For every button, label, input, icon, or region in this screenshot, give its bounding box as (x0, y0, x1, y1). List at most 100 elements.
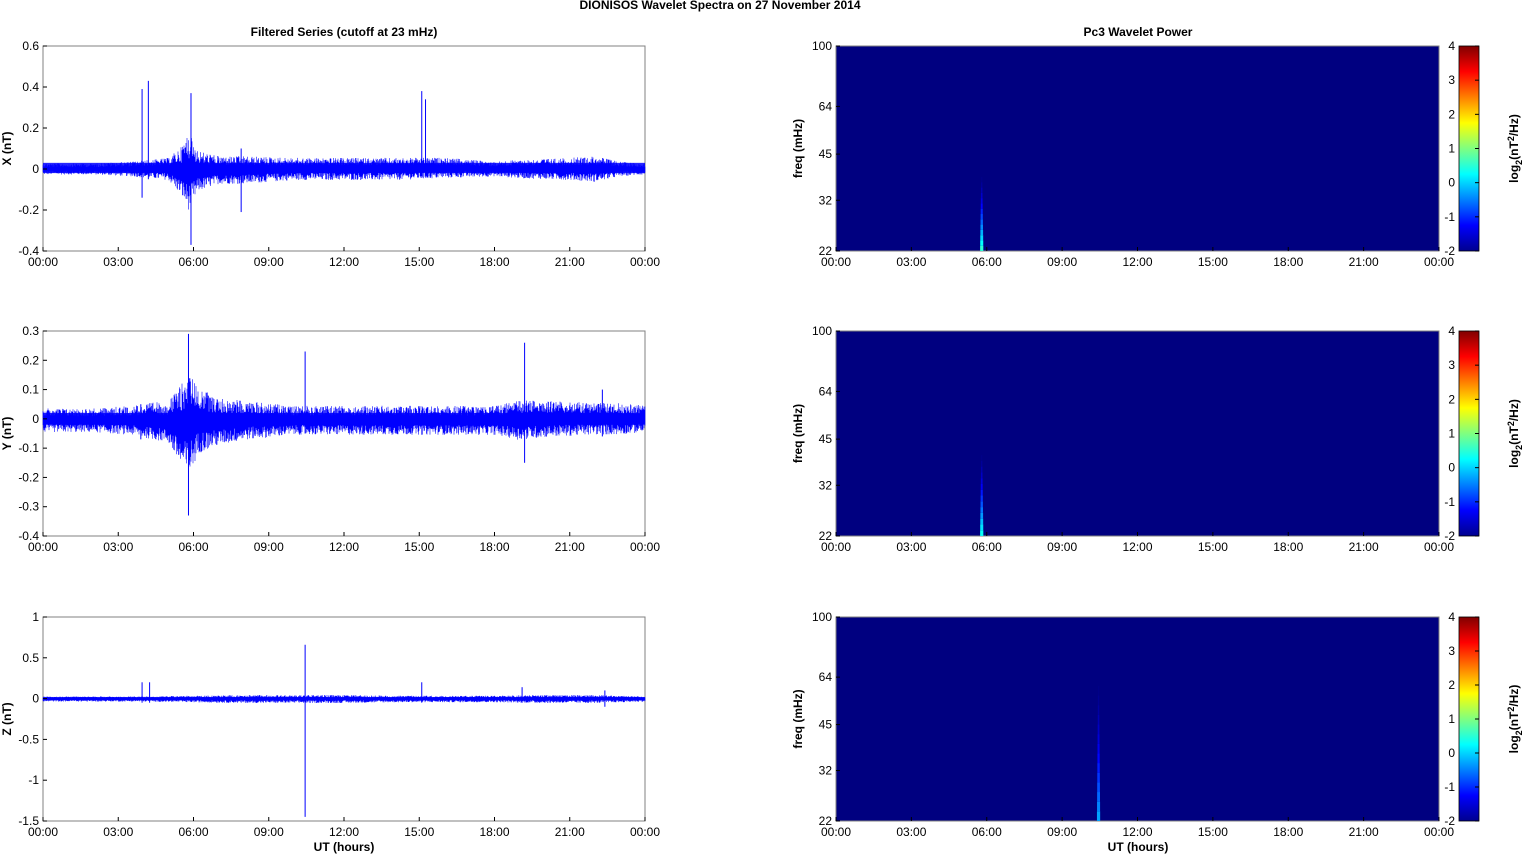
series-x-x-tick-label: 15:00 (404, 255, 434, 269)
spectrum-z-x-tick-label: 21:00 (1349, 825, 1379, 839)
spectrum-z-colorbar-tick-label: 2 (1448, 678, 1455, 692)
spectrum-x-hotspot (980, 214, 983, 220)
series-x-plot-area (42, 45, 646, 252)
spectrum-z-colorbar-tick-label: -1 (1444, 780, 1455, 794)
series-y-y-tick-label: -0.2 (18, 470, 39, 484)
spectrum-z-x-tick-label: 18:00 (1273, 825, 1303, 839)
spectrum-x-hotspot (980, 203, 983, 209)
series-y-y-tick-label: 0.2 (22, 353, 39, 367)
series-z-x-tick-label: 21:00 (555, 825, 585, 839)
series-y-x-tick-label: 00:00 (630, 540, 660, 554)
spectrum-x-colorbar-label: log2(nT2/Hz) (1506, 114, 1524, 183)
series-x-x-tick-label: 03:00 (103, 255, 133, 269)
spectrum-z-x-tick-label: 09:00 (1047, 825, 1077, 839)
spectrum-y-colorbar-label: log2(nT2/Hz) (1506, 399, 1524, 468)
series-x-y-tick-label: 0.6 (22, 39, 39, 53)
series-z-x-tick-label: 15:00 (404, 825, 434, 839)
figure-title: DIONISOS Wavelet Spectra on 27 November … (580, 0, 861, 12)
spectrum-z-x-tick-label: 00:00 (821, 825, 851, 839)
series-y-x-tick-label: 18:00 (479, 540, 509, 554)
spectrum-x-hotspot (980, 198, 983, 204)
spectrum-y-x-tick-label: 06:00 (972, 540, 1002, 554)
series-x-y-tick-label: -0.2 (18, 203, 39, 217)
spectrum-y-x-tick-label: 00:00 (821, 540, 851, 554)
series-x-x-tick-label: 21:00 (555, 255, 585, 269)
spectrum-x-x-tick-label: 00:00 (821, 255, 851, 269)
spectrum-x-x-tick-label: 09:00 (1047, 255, 1077, 269)
series-x-y-tick-label: 0.2 (22, 121, 39, 135)
spectrum-x-plot-area (835, 45, 1440, 252)
spectrum-x-x-tick-label: 15:00 (1198, 255, 1228, 269)
spectrum-x-x-tick-label: 06:00 (972, 255, 1002, 269)
series-y-y-tick-label: -0.3 (18, 500, 39, 514)
right-x-axis-label: UT (hours) (1108, 840, 1169, 854)
spectrum-y-plot-area (835, 330, 1440, 537)
spectrum-z-hotspot (1097, 714, 1100, 725)
series-x-x-tick-label: 06:00 (178, 255, 208, 269)
spectrum-y-hotspot (980, 507, 984, 513)
series-z-x-tick-label: 03:00 (103, 825, 133, 839)
spectrum-y-hotspot (981, 460, 983, 467)
spectrum-x-colorbar-tick-label: 4 (1448, 39, 1455, 53)
spectrum-y-colorbar-tick-label: 0 (1448, 461, 1455, 475)
series-z-y-tick-label: 1 (32, 610, 39, 624)
spectrum-x-x-tick-label: 18:00 (1273, 255, 1303, 269)
spectrum-y-x-tick-label: 12:00 (1122, 540, 1152, 554)
series-y-x-tick-label: 09:00 (254, 540, 284, 554)
spectrum-y-hotspot (981, 455, 983, 461)
spectrum-x-x-tick-label: 00:00 (1424, 255, 1454, 269)
series-z-x-tick-label: 18:00 (479, 825, 509, 839)
spectrum-z-hotspot (1097, 782, 1100, 793)
spectrum-z-hotspot (1097, 685, 1100, 696)
series-y-x-tick-label: 03:00 (103, 540, 133, 554)
spectrum-x-hotspot (980, 224, 984, 230)
spectrum-x-x-tick-label: 03:00 (896, 255, 926, 269)
spectrum-y-hotspot (980, 472, 983, 479)
spectrum-y-hotspot (980, 512, 984, 519)
spectrum-z-y-tick-label: 32 (819, 764, 833, 778)
series-z-y-axis-label: Z (nT) (0, 702, 14, 735)
series-z-y-tick-label: -1 (28, 773, 39, 787)
spectrum-z-y-tick-label: 64 (819, 670, 833, 684)
spectrum-x-y-tick-label: 100 (812, 39, 832, 53)
spectrum-z-colorbar-tick-label: -2 (1444, 814, 1455, 828)
spectrum-x-colorbar-tick-label: -1 (1444, 210, 1455, 224)
spectrum-y-y-tick-label: 45 (819, 432, 833, 446)
spectrum-x-hotspot (980, 208, 983, 215)
series-y-y-tick-label: -0.4 (18, 529, 39, 543)
spectrum-x-colorbar-tick-label: 3 (1448, 73, 1455, 87)
spectrum-y-x-tick-label: 15:00 (1198, 540, 1228, 554)
spectrum-y-hotspot (980, 489, 983, 496)
spectrum-y-colorbar-tick-label: -2 (1444, 529, 1455, 543)
spectrum-z-y-tick-label: 45 (819, 718, 833, 732)
series-z-x-tick-label: 00:00 (28, 825, 58, 839)
series-y-x-tick-label: 00:00 (28, 540, 58, 554)
spectrum-x-hotspot (980, 245, 984, 251)
series-z-plot-area (42, 616, 646, 822)
series-y-x-tick-label: 21:00 (555, 540, 585, 554)
spectrum-x-hotspot (981, 187, 983, 193)
series-y-plot-area (42, 330, 646, 537)
spectrum-y-y-tick-label: 22 (819, 529, 833, 543)
spectrum-x-colorbar-tick-label: 1 (1448, 142, 1455, 156)
series-y-baseline-band (43, 413, 645, 425)
spectrum-z-y-tick-label: 22 (819, 814, 833, 828)
spectrum-z-colorbar-tick-label: 1 (1448, 712, 1455, 726)
spectrum-z-colorbar-tick-label: 3 (1448, 644, 1455, 658)
spectrum-y-x-tick-label: 21:00 (1349, 540, 1379, 554)
series-z-y-tick-label: 0.5 (22, 651, 39, 665)
spectrum-z-y-axis-label: freq (mHz) (791, 689, 805, 748)
spectrum-z-x-tick-label: 06:00 (972, 825, 1002, 839)
spectrum-y-colorbar-tick-label: 1 (1448, 427, 1455, 441)
spectrum-x-y-tick-label: 45 (819, 147, 833, 161)
spectrum-x-y-tick-label: 22 (819, 244, 833, 258)
spectrum-z-plot-area (835, 616, 1440, 822)
spectrum-x-hotspot (980, 229, 984, 236)
series-x-baseline-band (43, 162, 645, 174)
spectrum-y-hotspot (981, 466, 983, 473)
spectrum-x-colorbar-tick-label: 0 (1448, 176, 1455, 190)
spectrum-y-hotspot (980, 518, 984, 525)
series-x-y-tick-label: 0.4 (22, 80, 39, 94)
spectrum-z-colorbar-tick-label: 0 (1448, 746, 1455, 760)
spectrum-y-y-axis-label: freq (mHz) (791, 404, 805, 463)
